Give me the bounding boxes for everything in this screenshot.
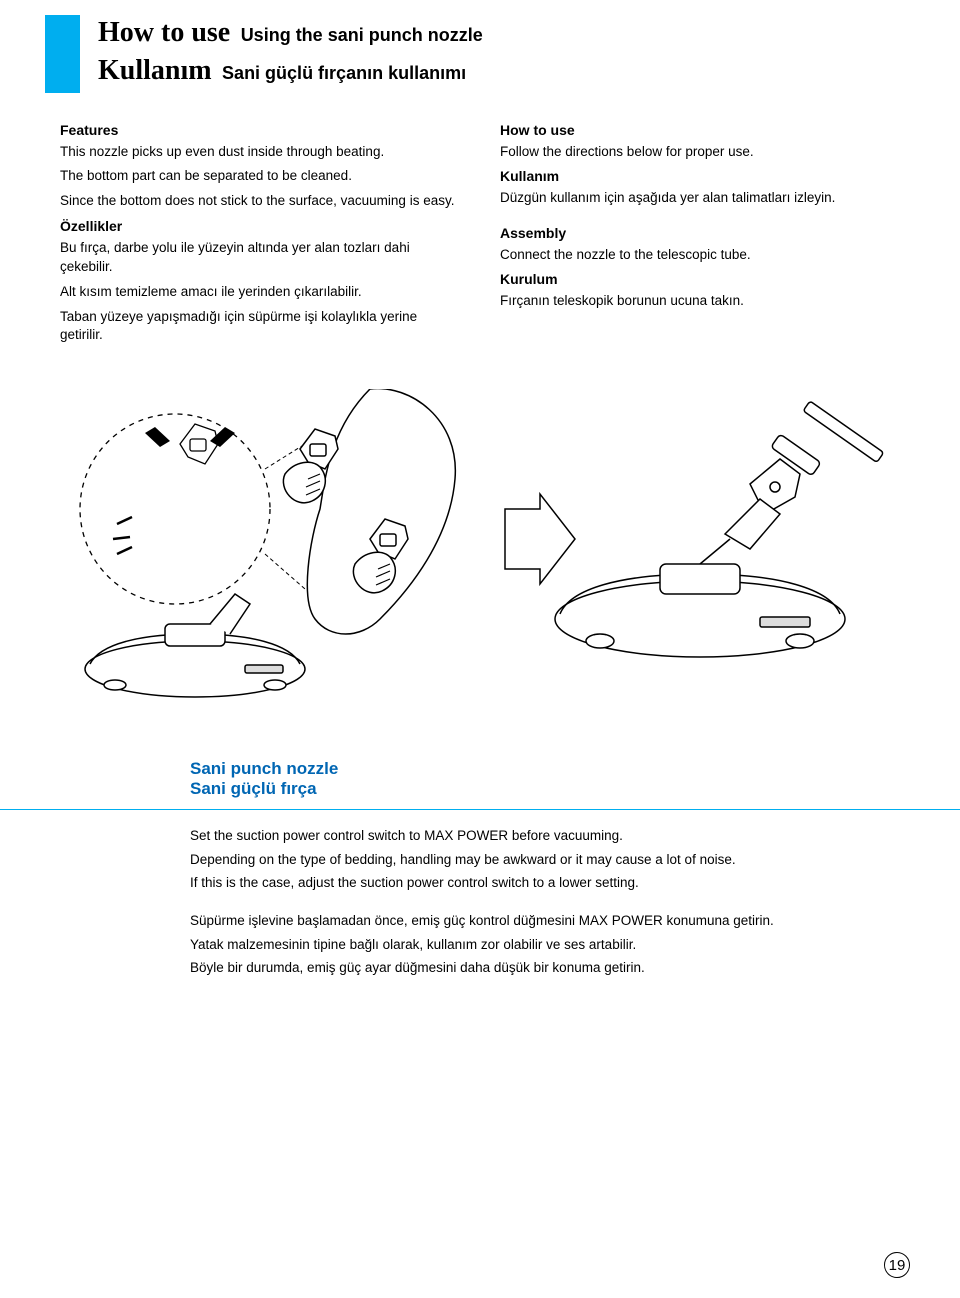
title-line-1: How to use Using the sani punch nozzle [98, 17, 483, 49]
note-tr-2: Yatak malzemesinin tipine bağlı olarak, … [190, 935, 810, 955]
note-en-2: Depending on the type of bedding, handli… [190, 850, 810, 870]
note-title-tr: Sani güçlü fırça [190, 779, 810, 799]
assembly-head-en: Assembly [500, 224, 900, 244]
features-head-en: Features [60, 121, 460, 141]
features-p4: Bu fırça, darbe yolu ile yüzeyin altında… [60, 239, 460, 277]
page-header: How to use Using the sani punch nozzle K… [0, 0, 960, 93]
title-line-2: Kullanım Sani güçlü fırçanın kullanımı [98, 55, 483, 87]
note-tr-3: Böyle bir durumda, emiş güç ayar düğmesi… [190, 958, 810, 978]
features-p5: Alt kısım temizleme amacı ile yerinden ç… [60, 283, 460, 302]
assembly-head-tr: Kurulum [500, 270, 900, 290]
note-en-1: Set the suction power control switch to … [190, 826, 810, 846]
note-title-en: Sani punch nozzle [190, 759, 810, 779]
assembly-p2: Fırçanın teleskopik borunun ucuna takın. [500, 292, 900, 311]
title-block: How to use Using the sani punch nozzle K… [98, 15, 483, 93]
title-main-en: How to use [98, 17, 230, 48]
usage-note: Sani punch nozzle Sani güçlü fırça Set t… [0, 759, 960, 977]
note-tr-1: Süpürme işlevine başlamadan önce, emiş g… [190, 911, 810, 931]
howto-p2: Düzgün kullanım için aşağıda yer alan ta… [500, 189, 900, 208]
title-main-tr: Kullanım [98, 55, 212, 86]
divider-line [0, 809, 960, 810]
features-p3: Since the bottom does not stick to the s… [60, 192, 460, 211]
assembly-p1: Connect the nozzle to the telescopic tub… [500, 246, 900, 265]
title-sub-tr: Sani güçlü fırçanın kullanımı [222, 63, 466, 83]
features-p6: Taban yüzeye yapışmadığı için süpürme iş… [60, 308, 460, 346]
left-column: Features This nozzle picks up even dust … [60, 121, 460, 351]
note-en-3: If this is the case, adjust the suction … [190, 873, 810, 893]
howto-head-tr: Kullanım [500, 167, 900, 187]
assembly-illustration [60, 389, 900, 709]
accent-bar [45, 15, 80, 93]
title-sub-en: Using the sani punch nozzle [241, 25, 483, 45]
features-head-tr: Özellikler [60, 217, 460, 237]
page-number: 19 [884, 1252, 910, 1278]
features-p1: This nozzle picks up even dust inside th… [60, 143, 460, 162]
right-column: How to use Follow the directions below f… [500, 121, 900, 351]
howto-head-en: How to use [500, 121, 900, 141]
features-p2: The bottom part can be separated to be c… [60, 167, 460, 186]
text-columns: Features This nozzle picks up even dust … [0, 93, 960, 351]
howto-p1: Follow the directions below for proper u… [500, 143, 900, 162]
